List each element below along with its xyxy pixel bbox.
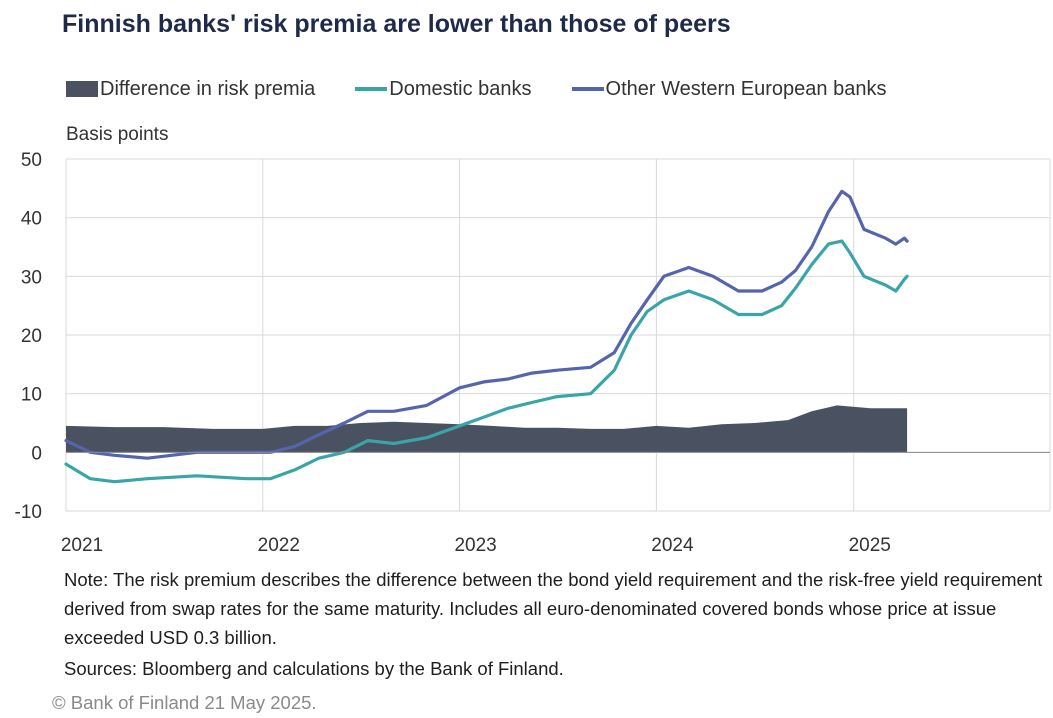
y-tick-label: -10 [15, 502, 42, 523]
legend-label-other: Other Western European banks [605, 77, 887, 100]
line-layer [64, 189, 909, 484]
legend-label-difference: Difference in risk premia [100, 77, 316, 100]
axis-layer: 50 40 30 20 10 0 -10 2021 2022 2023 2024 2025 [15, 150, 1050, 556]
chart-legend: Difference in risk premia Domestic banks… [66, 74, 926, 104]
y-tick-label: 50 [21, 150, 42, 171]
chart-note: Note: The risk premium describes the dif… [64, 569, 1043, 648]
difference-bars [66, 405, 908, 453]
y-axis-unit-label: Basis points [66, 124, 169, 145]
y-tick-label: 30 [21, 267, 42, 288]
x-tick-label: 2025 [849, 535, 891, 556]
x-tick-label: 2022 [258, 535, 300, 556]
legend-swatch-domestic [355, 87, 388, 91]
copyright-notice: © Bank of Finland 21 May 2025. [52, 692, 317, 713]
y-tick-label: 20 [21, 326, 42, 347]
legend-item-difference: Difference in risk premia [66, 78, 315, 101]
legend-label-domestic: Domestic banks [389, 77, 532, 100]
chart-sources: Sources: Bloomberg and calculations by t… [64, 658, 564, 679]
legend-item-other: Other Western European banks [571, 77, 887, 101]
difference-bar-area [66, 405, 908, 453]
x-tick-label: 2024 [651, 535, 694, 556]
y-tick-label: 40 [21, 209, 42, 230]
y-tick-label: 0 [31, 443, 42, 464]
legend-item-domestic: Domestic banks [355, 77, 532, 101]
chart-title: Finnish banks' risk premia are lower tha… [62, 10, 731, 38]
x-tick-label: 2023 [454, 535, 496, 556]
grid-layer [65, 158, 1051, 512]
other-western-european-banks-line [64, 189, 909, 460]
domestic-banks-line [64, 239, 909, 484]
y-tick-label: 10 [21, 385, 42, 406]
legend-swatch-difference [66, 81, 98, 97]
chart-plot: 50 40 30 20 10 0 -10 2021 2022 2023 2024 2025 [15, 150, 1051, 556]
legend-swatch-other [571, 87, 604, 91]
x-tick-label: 2021 [61, 535, 103, 556]
